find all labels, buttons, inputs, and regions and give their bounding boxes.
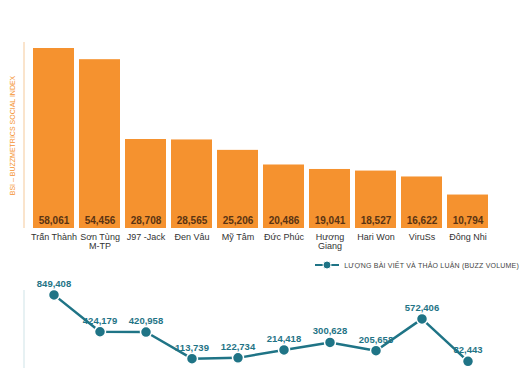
svg-text:54,456: 54,456 <box>85 215 116 226</box>
svg-text:113,739: 113,739 <box>175 342 209 353</box>
svg-text:205,658: 205,658 <box>359 334 393 345</box>
svg-text:572,406: 572,406 <box>405 302 439 313</box>
svg-text:16,622: 16,622 <box>407 215 438 226</box>
svg-text:Sơn TùngM-TP: Sơn TùngM-TP <box>80 232 120 251</box>
svg-text:122,734: 122,734 <box>221 341 256 352</box>
svg-text:Hari Won: Hari Won <box>357 232 394 242</box>
svg-text:ViruSs: ViruSs <box>409 232 436 242</box>
svg-text:HươngGiang: HươngGiang <box>316 232 344 251</box>
svg-text:Đen Vâu: Đen Vâu <box>174 232 209 242</box>
svg-text:82,443: 82,443 <box>453 344 482 355</box>
svg-text:28,565: 28,565 <box>177 215 208 226</box>
svg-text:Đức Phúc: Đức Phúc <box>264 232 305 242</box>
svg-text:19,041: 19,041 <box>315 215 346 226</box>
svg-text:20,486: 20,486 <box>269 215 300 226</box>
svg-text:Trấn Thành: Trấn Thành <box>31 232 77 242</box>
svg-text:10,794: 10,794 <box>453 215 484 226</box>
svg-text:Mỹ Tâm: Mỹ Tâm <box>222 232 254 242</box>
svg-text:420,958: 420,958 <box>129 315 163 326</box>
svg-text:Đông Nhi: Đông Nhi <box>449 232 487 242</box>
svg-text:849,408: 849,408 <box>37 278 71 289</box>
html-text:LƯỢNG BÀI VIẾT VÀ THẢO LUẬN (B: LƯỢNG BÀI VIẾT VÀ THẢO LUẬN (BUZZ VOLUME… <box>344 261 519 269</box>
svg-text:424,179: 424,179 <box>83 315 117 326</box>
svg-text:BSI – BUZZMETRICS SOCIAL INDEX: BSI – BUZZMETRICS SOCIAL INDEX <box>9 75 16 195</box>
svg-text:J97 -Jack: J97 -Jack <box>127 232 166 242</box>
svg-text:300,628: 300,628 <box>313 325 347 336</box>
svg-text:25,206: 25,206 <box>223 215 254 226</box>
svg-text:214,418: 214,418 <box>267 333 301 344</box>
svg-text:58,061: 58,061 <box>39 215 70 226</box>
svg-text:28,708: 28,708 <box>131 215 162 226</box>
svg-text:18,527: 18,527 <box>361 215 392 226</box>
